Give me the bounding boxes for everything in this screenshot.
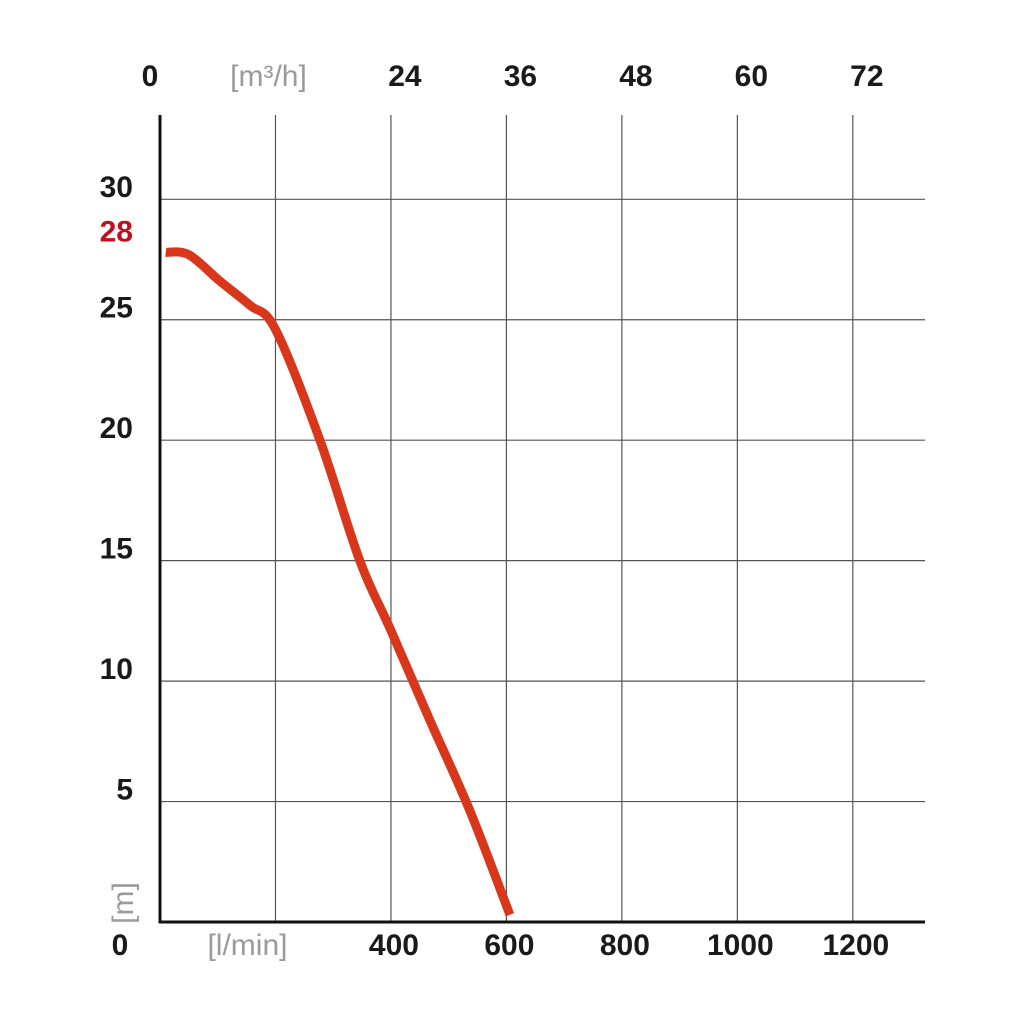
x2-tick-label: 36 [504,60,537,93]
x-tick-label: 1000 [707,929,774,962]
x-tick-label: 400 [369,929,419,962]
max-head-label: 28 [100,215,133,248]
x2-tick-label: [m³/h] [230,60,307,93]
x2-tick-label: 48 [619,60,652,93]
x-tick-label: 0 [112,929,129,962]
y-tick-label: 5 [116,773,133,806]
x2-tick-label: 24 [388,60,422,93]
x2-tick-label: 72 [850,60,883,93]
x-tick-label: 600 [484,929,534,962]
x-tick-label: [l/min] [207,929,287,962]
y-axis-label: [m] [107,882,140,924]
y-tick-label: 25 [100,292,133,325]
x-tick-label: 800 [600,929,650,962]
y-tick-label: 15 [100,533,133,566]
x-tick-label: 1200 [822,929,889,962]
x2-tick-label: 60 [735,60,768,93]
y-tick-label: 30 [100,171,133,204]
y-tick-label: 10 [100,653,133,686]
x2-tick-label: 0 [142,60,159,93]
pump-curve [165,247,515,917]
y-tick-label: 20 [100,412,133,445]
